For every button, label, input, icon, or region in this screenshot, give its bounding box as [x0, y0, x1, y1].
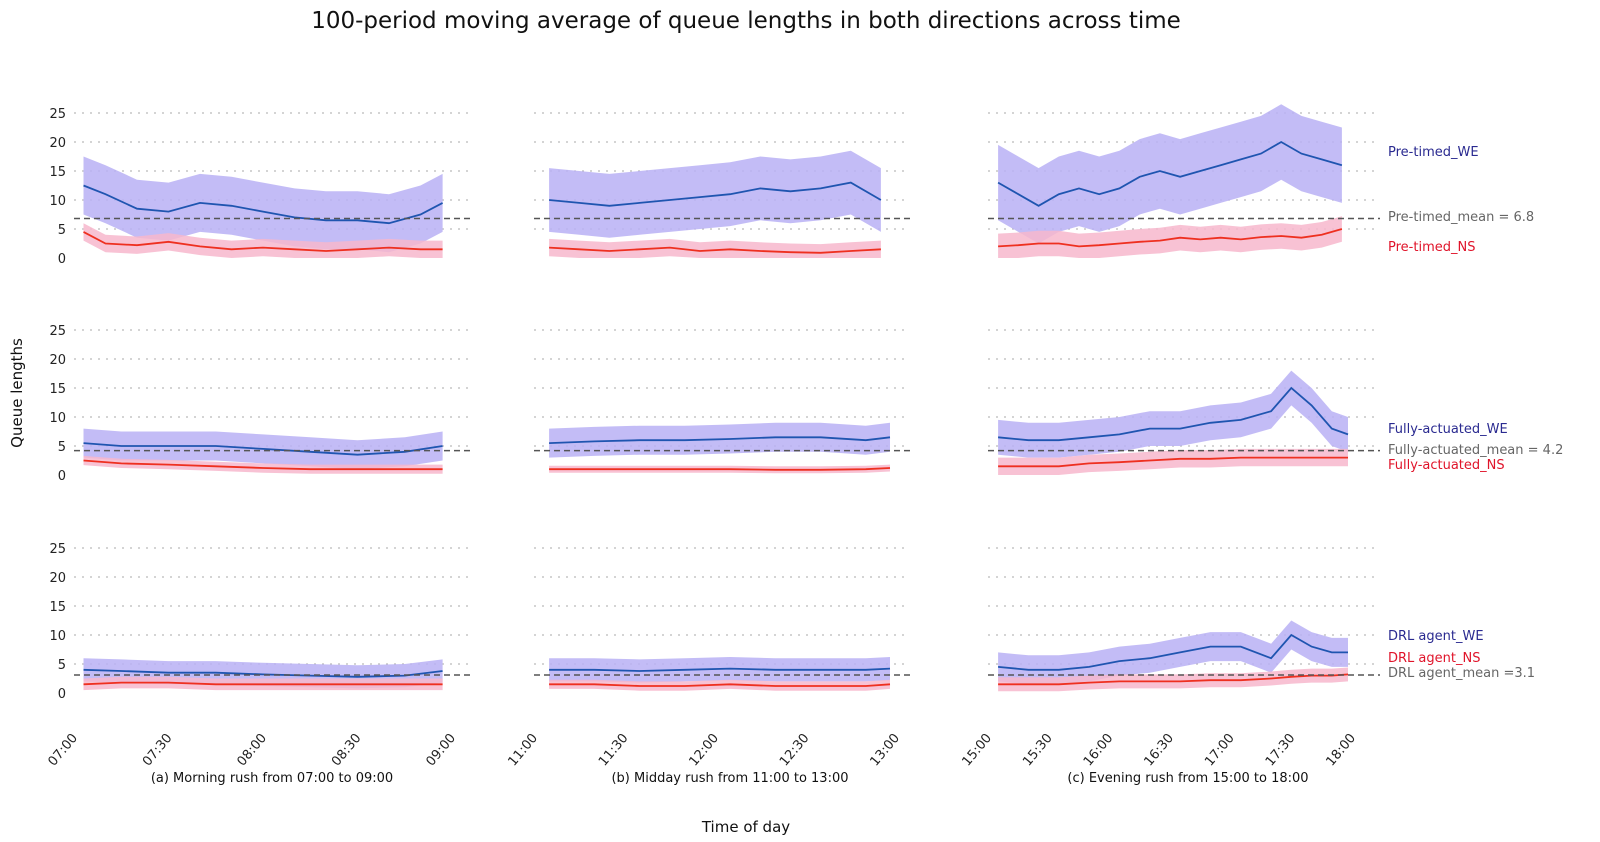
panel-2-1: [534, 657, 910, 691]
x-tick-label: 08:00: [234, 731, 270, 769]
x-tick-label: 16:30: [1141, 731, 1177, 769]
x-tick-label: 11:30: [596, 731, 632, 769]
we-band: [549, 422, 890, 458]
we-line: [998, 386, 1349, 442]
we-series-label: Pre-timed_WE: [1388, 145, 1479, 160]
x-tick-label: 09:00: [423, 731, 459, 769]
x-axis-label: Time of day: [701, 818, 790, 836]
y-tick-label: 10: [49, 411, 66, 426]
ns-band: [549, 238, 881, 258]
mean-label: Fully-actuated_mean = 4.2: [1388, 443, 1563, 458]
ns-series-label: DRL agent_NS: [1388, 651, 1480, 666]
ns-line: [549, 246, 881, 254]
y-tick-label: 0: [58, 469, 66, 484]
x-tick-label: 17:30: [1263, 731, 1299, 769]
ns-series-label: Pre-timed_NS: [1388, 240, 1475, 255]
ns-line: [549, 683, 891, 687]
ns-line: [83, 231, 443, 252]
we-series-label: DRL agent_WE: [1388, 629, 1484, 644]
y-tick-label: 15: [49, 382, 66, 397]
y-tick-label: 20: [49, 353, 66, 368]
x-tick-label: 07:00: [45, 731, 81, 769]
panel-0-1: [534, 150, 910, 258]
x-tick-label: 17:00: [1202, 731, 1238, 769]
y-tick-label: 0: [58, 252, 66, 267]
panel-subtitle: (a) Morning rush from 07:00 to 09:00: [151, 771, 393, 786]
we-line: [83, 184, 444, 225]
panel-2-2: [988, 620, 1380, 692]
x-tick-label: 12:00: [686, 731, 722, 769]
panel-1-0: [74, 428, 470, 474]
ns-band: [998, 667, 1348, 692]
panel-subtitle: (b) Midday rush from 11:00 to 13:00: [611, 771, 848, 786]
ns-band: [998, 216, 1342, 258]
we-line: [83, 668, 443, 678]
mean-label: Pre-timed_mean = 6.8: [1388, 210, 1534, 225]
x-tick-label: 16:00: [1081, 731, 1117, 769]
panel-0-2: [988, 104, 1380, 258]
ns-line: [83, 681, 443, 686]
y-tick-label: 10: [49, 629, 66, 644]
ns-line: [998, 673, 1349, 686]
panel-subtitle: (c) Evening rush from 15:00 to 18:00: [1067, 771, 1308, 786]
y-tick-label: 25: [49, 542, 66, 557]
we-line: [549, 436, 891, 444]
y-tick-label: 5: [58, 223, 66, 238]
we-line: [997, 140, 1343, 207]
we-band: [549, 657, 890, 683]
y-tick-label: 25: [49, 324, 66, 339]
y-tick-label: 15: [49, 165, 66, 180]
chart-title: 100-period moving average of queue lengt…: [311, 8, 1181, 34]
y-tick-label: 5: [58, 658, 66, 673]
we-line: [549, 667, 891, 672]
y-tick-label: 20: [49, 136, 66, 151]
y-tick-label: 5: [58, 440, 66, 455]
x-tick-label: 07:30: [140, 731, 176, 769]
we-line: [549, 181, 882, 207]
we-series-label: Fully-actuated_WE: [1388, 422, 1508, 437]
ns-line: [83, 459, 443, 471]
y-tick-label: 0: [58, 687, 66, 702]
x-tick-label: 11:00: [505, 731, 541, 769]
y-tick-label: 25: [49, 107, 66, 122]
x-tick-label: 12:30: [777, 731, 813, 769]
panel-2-0: [74, 658, 470, 691]
panel-0-0: [74, 156, 470, 258]
we-line: [83, 442, 443, 456]
ns-line: [549, 467, 891, 471]
x-tick-label: 13:00: [867, 731, 903, 769]
y-tick-label: 15: [49, 600, 66, 615]
panel-1-2: [988, 370, 1380, 475]
we-band: [998, 370, 1348, 458]
ns-line: [998, 228, 1343, 248]
we-band: [998, 620, 1348, 685]
panel-1-1: [534, 422, 910, 474]
y-tick-label: 20: [49, 571, 66, 586]
ns-line: [998, 456, 1348, 468]
x-tick-label: 18:00: [1323, 731, 1359, 769]
x-tick-label: 15:30: [1020, 731, 1056, 769]
x-tick-label: 08:30: [329, 731, 365, 769]
y-axis-label: Queue lengths: [8, 338, 26, 448]
x-tick-label: 15:00: [959, 731, 995, 769]
we-band: [549, 150, 881, 238]
ns-series-label: Fully-actuated_NS: [1388, 458, 1505, 473]
mean-label: DRL agent_mean =3.1: [1388, 666, 1535, 681]
y-tick-label: 10: [49, 194, 66, 209]
ns-band: [998, 448, 1348, 475]
we-line: [998, 633, 1348, 671]
we-band: [83, 156, 443, 253]
